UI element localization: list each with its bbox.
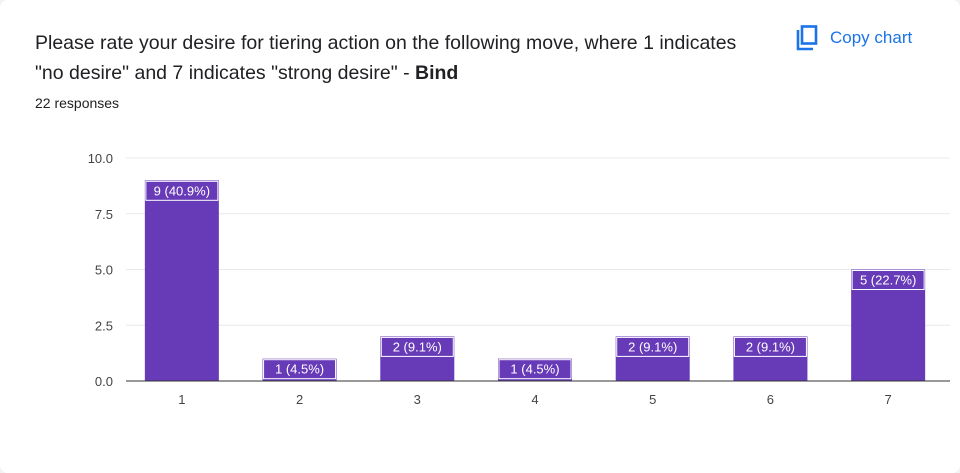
copy-chart-button[interactable]: Copy chart <box>796 22 912 54</box>
y-tick-label: 2.5 <box>95 318 113 333</box>
data-label: 1 (4.5%) <box>510 362 559 377</box>
question-title: Please rate your desire for tiering acti… <box>35 28 755 88</box>
bar <box>262 358 337 381</box>
data-label: 5 (22.7%) <box>860 273 916 288</box>
move-name: Bind <box>414 62 459 84</box>
y-tick-label: 5.0 <box>95 263 113 278</box>
data-label: 2 (9.1%) <box>393 339 442 354</box>
response-count: 22 responses <box>35 95 120 111</box>
x-tick-label: 3 <box>414 392 421 407</box>
copy-icon <box>796 25 818 51</box>
data-label-box <box>263 359 337 380</box>
x-tick-label: 1 <box>178 392 185 407</box>
bar <box>144 180 219 381</box>
question-text: Please rate your desire for tiering acti… <box>35 32 737 84</box>
data-label: 2 (9.1%) <box>746 339 795 354</box>
x-tick-label: 7 <box>885 392 892 407</box>
data-label-box <box>616 336 690 357</box>
x-tick-label: 5 <box>649 392 656 407</box>
y-tick-label: 7.5 <box>95 207 113 222</box>
y-tick-label: 0.0 <box>95 374 113 389</box>
bar <box>851 269 926 381</box>
y-tick-label: 10.0 <box>88 151 113 166</box>
data-label: 1 (4.5%) <box>275 362 324 377</box>
x-tick-label: 2 <box>296 392 303 407</box>
x-tick-label: 4 <box>531 392 538 407</box>
bar <box>615 336 690 381</box>
data-label-box <box>498 359 572 380</box>
data-label: 2 (9.1%) <box>628 339 677 354</box>
data-label-box <box>851 270 925 290</box>
data-label-box <box>733 336 807 357</box>
data-label: 9 (40.9%) <box>154 183 210 198</box>
bar <box>733 336 808 381</box>
x-tick-label: 6 <box>767 392 774 407</box>
bar <box>498 358 572 381</box>
data-label-box <box>145 180 219 201</box>
bar <box>380 336 455 381</box>
data-label-box <box>380 336 454 357</box>
copy-chart-label: Copy chart <box>830 28 913 47</box>
